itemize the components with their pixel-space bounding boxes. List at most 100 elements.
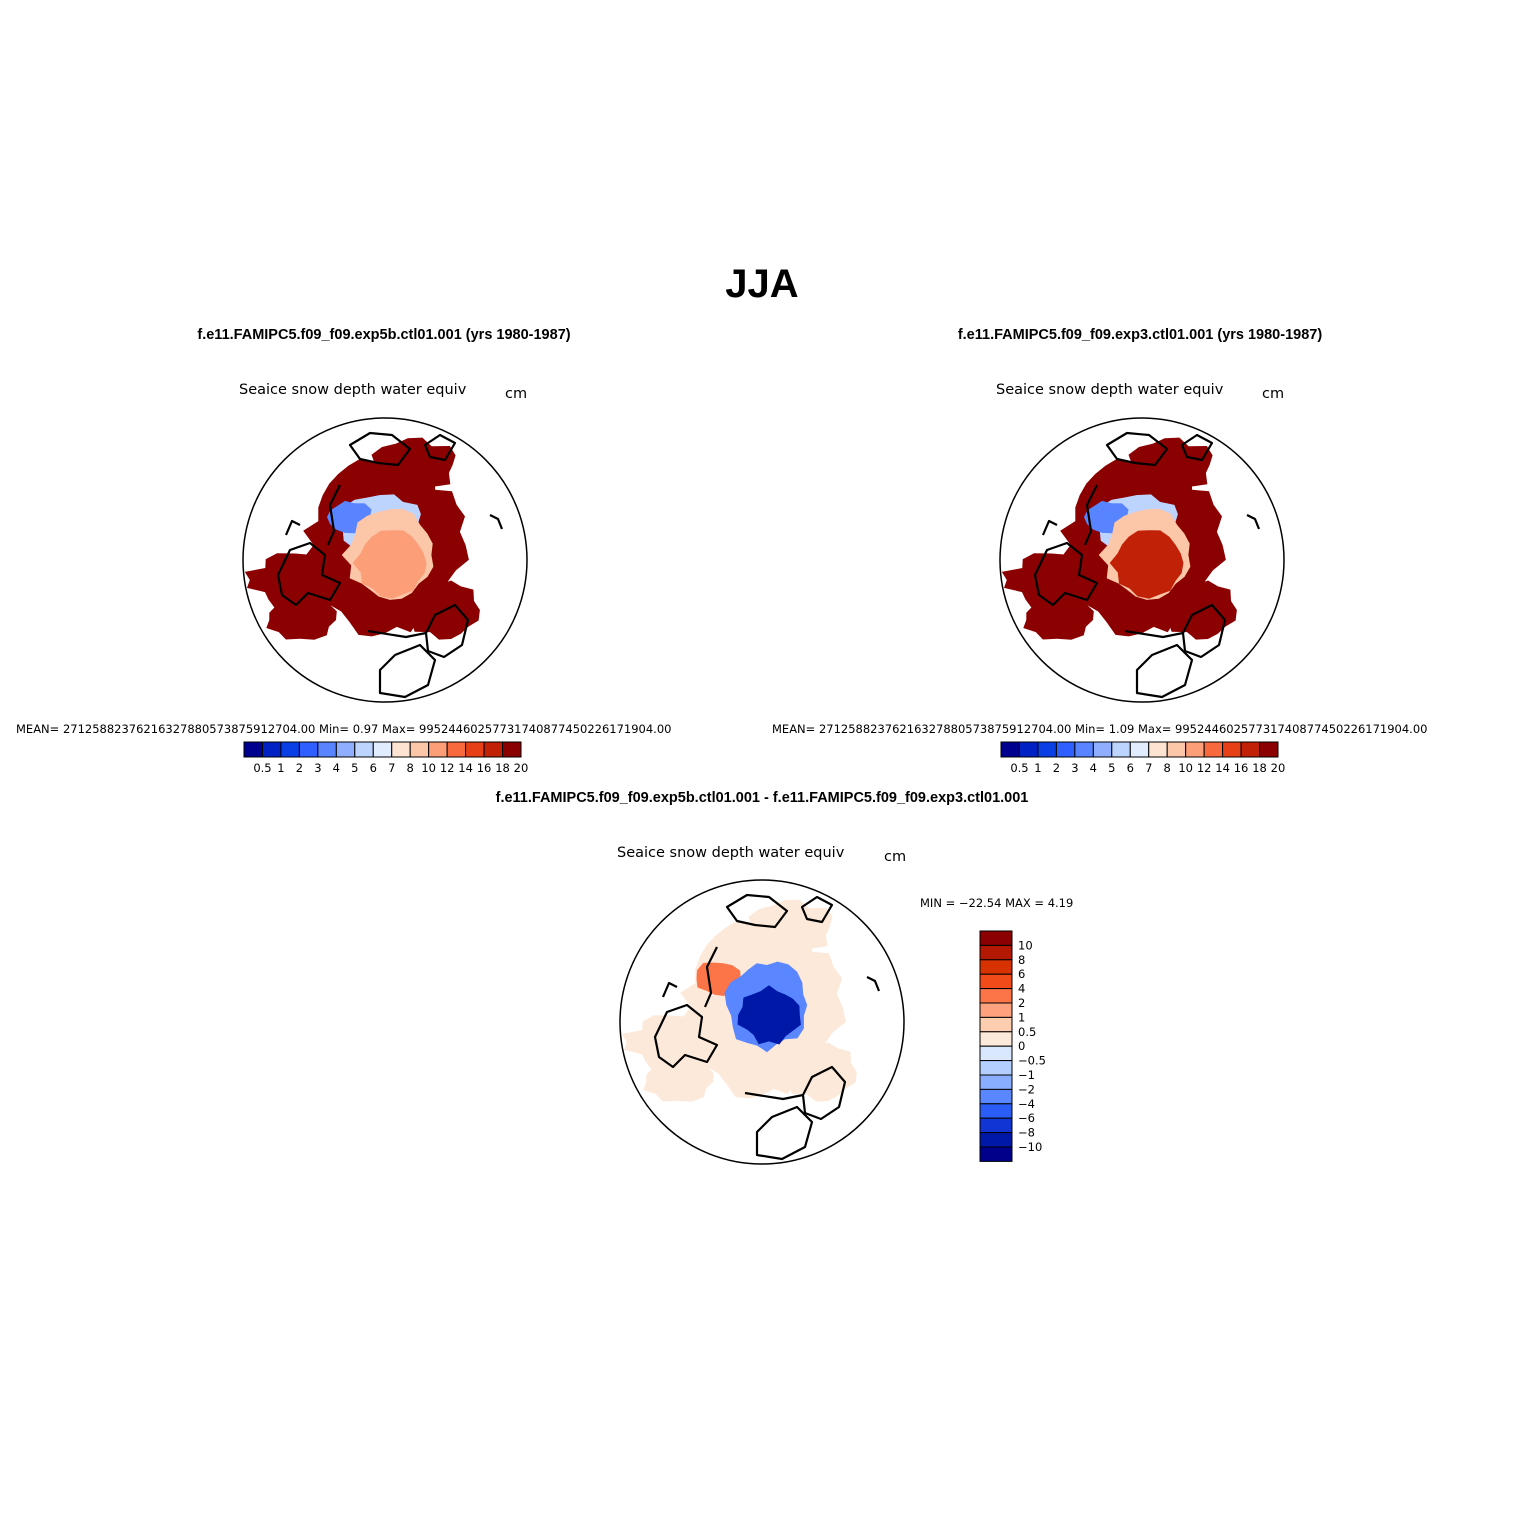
panel2-coastline bbox=[1124, 629, 1184, 639]
panel1-ice-edge-field bbox=[244, 553, 376, 609]
panel1-coastline bbox=[423, 433, 457, 462]
diff-coastline bbox=[744, 1091, 804, 1101]
diff-colorbar-box bbox=[979, 1132, 1013, 1148]
panel1-coastline bbox=[326, 484, 341, 546]
diff-diff-near-zero-field bbox=[748, 899, 833, 954]
panel1-polar-map bbox=[242, 417, 528, 703]
panel2-colorbar-tick-label: 2 bbox=[1053, 761, 1060, 775]
panel2-colorbar-tick-label: 18 bbox=[1252, 761, 1267, 775]
panel1-case-title: f.e11.FAMIPC5.f09_f09.exp5b.ctl01.001 (y… bbox=[197, 327, 571, 343]
diff-colorbar-tick-label: 10 bbox=[1018, 938, 1033, 952]
panel1-colorbar-box bbox=[391, 741, 411, 758]
diff-colorbar-tick-label: −4 bbox=[1018, 1097, 1035, 1111]
diff-colorbar-tick-label: −6 bbox=[1018, 1111, 1035, 1125]
panel1-colorbar-box bbox=[298, 741, 319, 758]
panel1-units-label: cm bbox=[505, 386, 528, 402]
diff-case-title: f.e11.FAMIPC5.f09_f09.exp5b.ctl01.001 - … bbox=[495, 790, 1029, 806]
panel1-colorbar-box bbox=[483, 741, 504, 758]
panel1-colorbar-tick-label: 14 bbox=[458, 761, 473, 775]
diff-colorbar-tick-label: −0.5 bbox=[1018, 1054, 1046, 1068]
diff-colorbar-box bbox=[979, 1117, 1013, 1134]
panel1-coastline bbox=[284, 519, 301, 536]
diff-diff-near-zero-field bbox=[621, 1015, 753, 1071]
diff-colorbar-box bbox=[979, 1031, 1013, 1047]
panel2-colorbar-box bbox=[1240, 741, 1261, 758]
panel1-coastline bbox=[424, 603, 470, 659]
diff-colorbar-box bbox=[979, 1002, 1013, 1018]
panel2-colorbar-box bbox=[1074, 741, 1094, 758]
diff-colorbar-tick-label: 8 bbox=[1018, 953, 1025, 967]
diff-colorbar-box bbox=[979, 1103, 1013, 1119]
diff-colorbar-tick-label: −2 bbox=[1018, 1082, 1035, 1096]
panel1-colorbar-tick-label: 7 bbox=[388, 761, 395, 775]
panel2-colorbar: 0.5 1 2 3 4 5 6 7 8 10 12 14 16 18 20 bbox=[1000, 741, 1286, 775]
panel2-colorbar-box bbox=[1222, 741, 1242, 758]
panel1-ice-edge-field bbox=[266, 597, 337, 640]
diff-coastline bbox=[703, 946, 718, 1008]
panel1-colorbar-box bbox=[261, 741, 282, 758]
panel1-colorbar-box bbox=[335, 741, 356, 758]
panel1-colorbar-tick-label: 5 bbox=[351, 761, 358, 775]
panel1-colorbar-tick-label: 12 bbox=[440, 761, 455, 775]
panel2-snow-center-field bbox=[1109, 530, 1184, 599]
diff-coastline bbox=[755, 1105, 814, 1161]
diff-coastline bbox=[725, 893, 789, 929]
panel2-colorbar-tick-label: 20 bbox=[1271, 761, 1286, 775]
diff-coastline bbox=[653, 1003, 719, 1069]
panel1-coastline bbox=[276, 541, 342, 607]
panel2-colorbar-box bbox=[1111, 741, 1131, 758]
panel2-units-label: cm bbox=[1262, 386, 1285, 402]
panel1-ice-edge-field bbox=[371, 437, 456, 492]
diff-colorbar-tick-label: −10 bbox=[1018, 1140, 1042, 1154]
panel2-coastline bbox=[1246, 514, 1261, 530]
panel2-polar-map bbox=[999, 417, 1285, 703]
diff-coastline bbox=[661, 981, 678, 998]
panel2-coastline bbox=[1105, 431, 1169, 467]
panel2-ice-edge-field bbox=[1023, 597, 1094, 640]
panel2-colorbar-box bbox=[1259, 741, 1279, 758]
diff-diff-near-zero-field bbox=[643, 1059, 714, 1102]
panel2-colorbar-box bbox=[1055, 741, 1076, 758]
panel1-colorbar-box bbox=[409, 741, 430, 758]
panel2-colorbar-box bbox=[1037, 741, 1057, 758]
diff-colorbar-box bbox=[979, 973, 1013, 990]
diff-polar-map bbox=[619, 879, 905, 1165]
panel1-colorbar: 0.5 1 2 3 4 5 6 7 8 10 12 14 16 18 20 bbox=[243, 741, 528, 775]
panel1-colorbar-tick-label: 16 bbox=[477, 761, 492, 775]
panel2-colorbar-box bbox=[1092, 741, 1113, 758]
diff-stats: MIN = −22.54 MAX = 4.19 bbox=[920, 896, 1074, 910]
panel2-colorbar-tick-label: 1 bbox=[1034, 761, 1041, 775]
panel1-snow-center-field bbox=[352, 530, 427, 599]
panel2-colorbar-box bbox=[1203, 741, 1224, 758]
panel2-colorbar-box bbox=[1185, 741, 1205, 758]
panel1-colorbar-tick-label: 18 bbox=[495, 761, 510, 775]
panel1-colorbar-box bbox=[354, 741, 374, 758]
panel2-colorbar-tick-label: 3 bbox=[1071, 761, 1078, 775]
panel2-colorbar-box bbox=[1148, 741, 1168, 758]
diff-coastline bbox=[801, 1065, 847, 1121]
panel1-map-border bbox=[242, 417, 528, 703]
panel2-colorbar-box bbox=[1129, 741, 1150, 758]
panel1-colorbar-tick-label: 6 bbox=[370, 761, 377, 775]
panel2-colorbar-tick-label: 7 bbox=[1145, 761, 1152, 775]
panel2-map-border bbox=[999, 417, 1285, 703]
diff-diff-strong-negative-field bbox=[737, 985, 801, 1045]
diff-colorbar-box bbox=[979, 930, 1013, 946]
panel1-colorbar-box bbox=[446, 741, 467, 758]
panel2-colorbar-tick-label: 4 bbox=[1090, 761, 1097, 775]
diff-colorbar-box bbox=[979, 959, 1013, 975]
panel1-colorbar-box bbox=[465, 741, 485, 758]
panel2-colorbar-box bbox=[1000, 741, 1020, 758]
panel2-coastline bbox=[1180, 433, 1214, 462]
diff-colorbar-box bbox=[979, 1016, 1013, 1033]
panel2-colorbar-tick-label: 16 bbox=[1234, 761, 1249, 775]
panel1-coastline bbox=[378, 643, 437, 699]
panel1-colorbar-tick-label: 2 bbox=[296, 761, 303, 775]
diff-coastline bbox=[866, 976, 881, 992]
panel2-coastline bbox=[1135, 643, 1194, 699]
diff-colorbar-tick-label: 2 bbox=[1018, 996, 1025, 1010]
diff-variable-label: Seaice snow depth water equiv bbox=[617, 845, 845, 861]
figure-title: JJA bbox=[725, 262, 799, 306]
diff-colorbar-tick-label: −8 bbox=[1018, 1126, 1035, 1140]
